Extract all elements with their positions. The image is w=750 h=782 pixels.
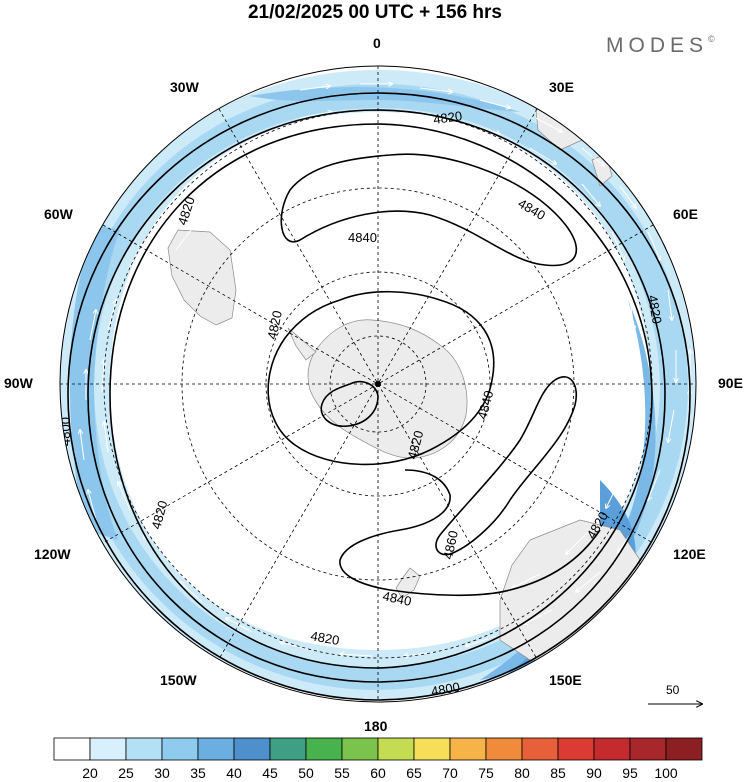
- lon-label-60e: 60E: [673, 206, 698, 222]
- lon-label-120w: 120W: [34, 546, 71, 562]
- lon-label-0: 0: [373, 35, 381, 51]
- colorbar-tick-label: 45: [262, 765, 278, 781]
- colorbar-swatch: [305, 737, 343, 761]
- map-border: [59, 65, 697, 703]
- colorbar-tick-label: 40: [226, 765, 242, 781]
- south-america: [167, 229, 237, 326]
- colorbar-tick-label: 65: [406, 765, 422, 781]
- lon-label-90w: 90W: [4, 375, 33, 391]
- svg-text:4820: 4820: [148, 499, 170, 531]
- colorbar-tick-label: 85: [550, 765, 566, 781]
- colorbar-swatch: [413, 737, 451, 761]
- colorbar-tick-label: 95: [622, 765, 638, 781]
- svg-text:4820: 4820: [404, 429, 426, 461]
- colorbar-swatch: [521, 737, 559, 761]
- lon-label-150e: 150E: [549, 672, 582, 688]
- colorbar-swatch: [233, 737, 271, 761]
- svg-text:4820: 4820: [645, 294, 665, 325]
- colorbar-swatch: [665, 737, 703, 761]
- colorbar-tick-label: 70: [442, 765, 458, 781]
- colorbar-tick-label: 20: [82, 765, 98, 781]
- south-pole-marker: [375, 381, 381, 387]
- lon-label-120e: 120E: [673, 546, 706, 562]
- colorbar-tick-label: 75: [478, 765, 494, 781]
- height-contours: [67, 92, 691, 701]
- colorbar-tick-label: 100: [654, 765, 678, 781]
- svg-text:4820: 4820: [432, 108, 463, 127]
- colorbar-swatch: [377, 737, 415, 761]
- lon-label-150w: 150W: [160, 672, 197, 688]
- colorbar-swatch: [89, 737, 127, 761]
- brand-logo: MODES©: [606, 34, 715, 57]
- lon-label-90e: 90E: [718, 375, 743, 391]
- svg-text:4840: 4840: [381, 588, 412, 609]
- colorbar-swatch: [341, 737, 379, 761]
- colorbar-swatch: [53, 737, 91, 761]
- colorbar-swatch: [593, 737, 631, 761]
- colorbar-swatch: [485, 737, 523, 761]
- colorbar-swatch: [161, 737, 199, 761]
- svg-text:4840: 4840: [348, 230, 377, 245]
- colorbar-tick-label: 80: [514, 765, 530, 781]
- colorbar-swatch: [629, 737, 667, 761]
- colorbar-tick-label: 50: [298, 765, 314, 781]
- svg-text:4840: 4840: [474, 389, 496, 421]
- svg-text:4860: 4860: [440, 529, 461, 560]
- lon-label-30e: 30E: [549, 79, 574, 95]
- lon-label-60w: 60W: [44, 206, 73, 222]
- colorbar-tick-label: 60: [370, 765, 386, 781]
- colorbar-tick-label: 30: [154, 765, 170, 781]
- lon-label-30w: 30W: [170, 79, 199, 95]
- map-title: 21/02/2025 00 UTC + 156 hrs: [247, 2, 503, 23]
- colorbar: [53, 737, 703, 761]
- colorbar-swatch: [449, 737, 487, 761]
- new-zealand: [395, 567, 421, 599]
- lon-label-180: 180: [364, 718, 388, 734]
- wind-vectors: [80, 84, 690, 656]
- colorbar-tick-label: 55: [334, 765, 350, 781]
- colorbar-swatch: [557, 737, 595, 761]
- colorbar-swatch: [197, 737, 235, 761]
- colorbar-swatch: [269, 737, 307, 761]
- vector-scale-label: 50: [666, 683, 680, 697]
- svg-text:4820: 4820: [264, 309, 285, 340]
- colorbar-swatch: [125, 737, 163, 761]
- colorbar-tick-label: 25: [118, 765, 134, 781]
- svg-text:4820: 4820: [309, 628, 340, 648]
- contour-labels: 4820 4840 4840 4820 4820 4800 4820 4840 …: [60, 108, 665, 699]
- colorbar-tick-label: 35: [190, 765, 206, 781]
- colorbar-tick-label: 90: [586, 765, 602, 781]
